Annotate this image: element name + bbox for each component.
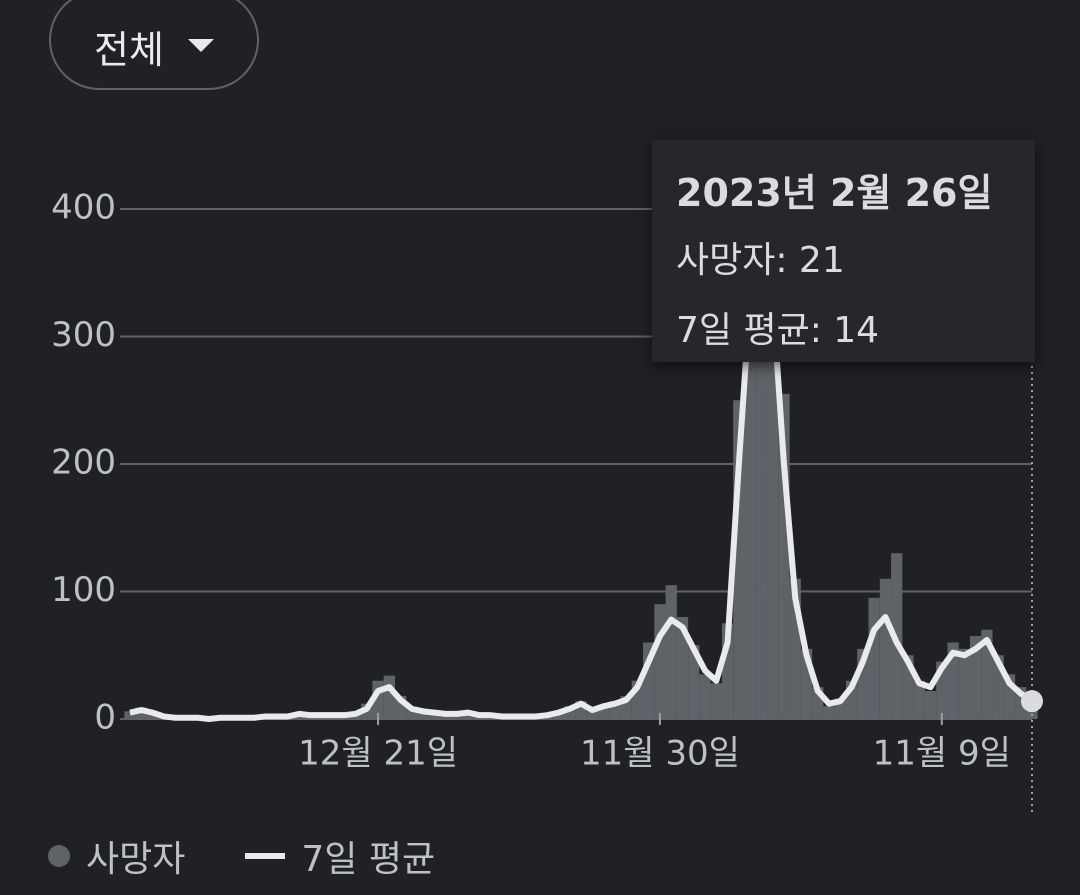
bar [789,578,801,719]
bar [124,711,136,719]
bar [643,642,655,719]
y-tick-label: 200 [51,443,116,483]
bar [575,701,587,719]
tooltip-line: 7일 평균: 14 [676,310,880,351]
bar [135,707,147,719]
legend-swatch [245,853,286,859]
bar [417,710,429,719]
bar [755,215,768,719]
y-tick-label: 300 [51,315,116,355]
y-tick-label: 0 [94,698,116,738]
bar [992,655,1004,719]
bar [834,698,846,719]
bar [823,706,835,719]
bar [654,604,666,719]
dropdown-arrow [187,39,214,52]
bar [947,642,959,719]
bar [676,617,689,719]
bar [981,629,993,719]
bar [778,393,790,719]
bar [665,585,677,719]
bar [812,687,824,719]
bar [913,680,925,719]
bar [924,690,937,719]
bar [879,578,892,719]
bar [710,683,722,719]
bar [394,696,407,719]
bar [1015,687,1027,719]
bar [845,680,858,719]
legend-item: 사망자 [48,830,185,882]
x-tick-label: 12월 21일 [298,734,458,774]
bar [406,707,418,719]
bar [146,713,159,719]
legend-label: 사망자 [86,839,186,880]
legend: 사망자 7일 평균 [48,830,495,882]
legend-item: 7일 평균 [245,830,435,882]
legend-label: 7일 평균 [301,839,436,880]
bar [428,712,441,719]
bar [800,648,813,719]
tooltip-title: 2023년 2월 26일 [676,171,993,215]
bar [733,400,745,719]
bar [958,648,970,719]
bar [857,648,869,719]
bar [868,597,880,719]
y-tick-label: 100 [51,570,116,610]
line [129,231,1034,722]
bar [767,285,779,719]
filter-dropdown[interactable]: 전체 [49,0,259,90]
bar [721,623,734,719]
bar [969,636,982,719]
bar [383,675,395,719]
bar [564,706,576,719]
bar [936,661,948,719]
bar [609,701,621,719]
bar [597,704,610,719]
bar [631,680,644,719]
tooltip-line: 사망자: 21 [676,240,845,281]
bar [1003,674,1016,719]
bar [699,674,711,719]
x-tick-label: 11월 9일 [873,734,1011,774]
hover-dot [1021,690,1043,713]
bar [902,655,914,719]
bar [744,260,756,719]
bar [586,711,598,719]
tooltip: 2023년 2월 26일 사망자: 21 7일 평균: 14 [652,140,1035,362]
legend-swatch [48,845,70,867]
bar [372,680,384,719]
x-tick-label: 11월 30일 [580,734,740,774]
bar [620,696,632,719]
bar [688,645,700,719]
filter-label: 전체 [94,27,164,72]
y-tick-label: 400 [51,188,116,228]
